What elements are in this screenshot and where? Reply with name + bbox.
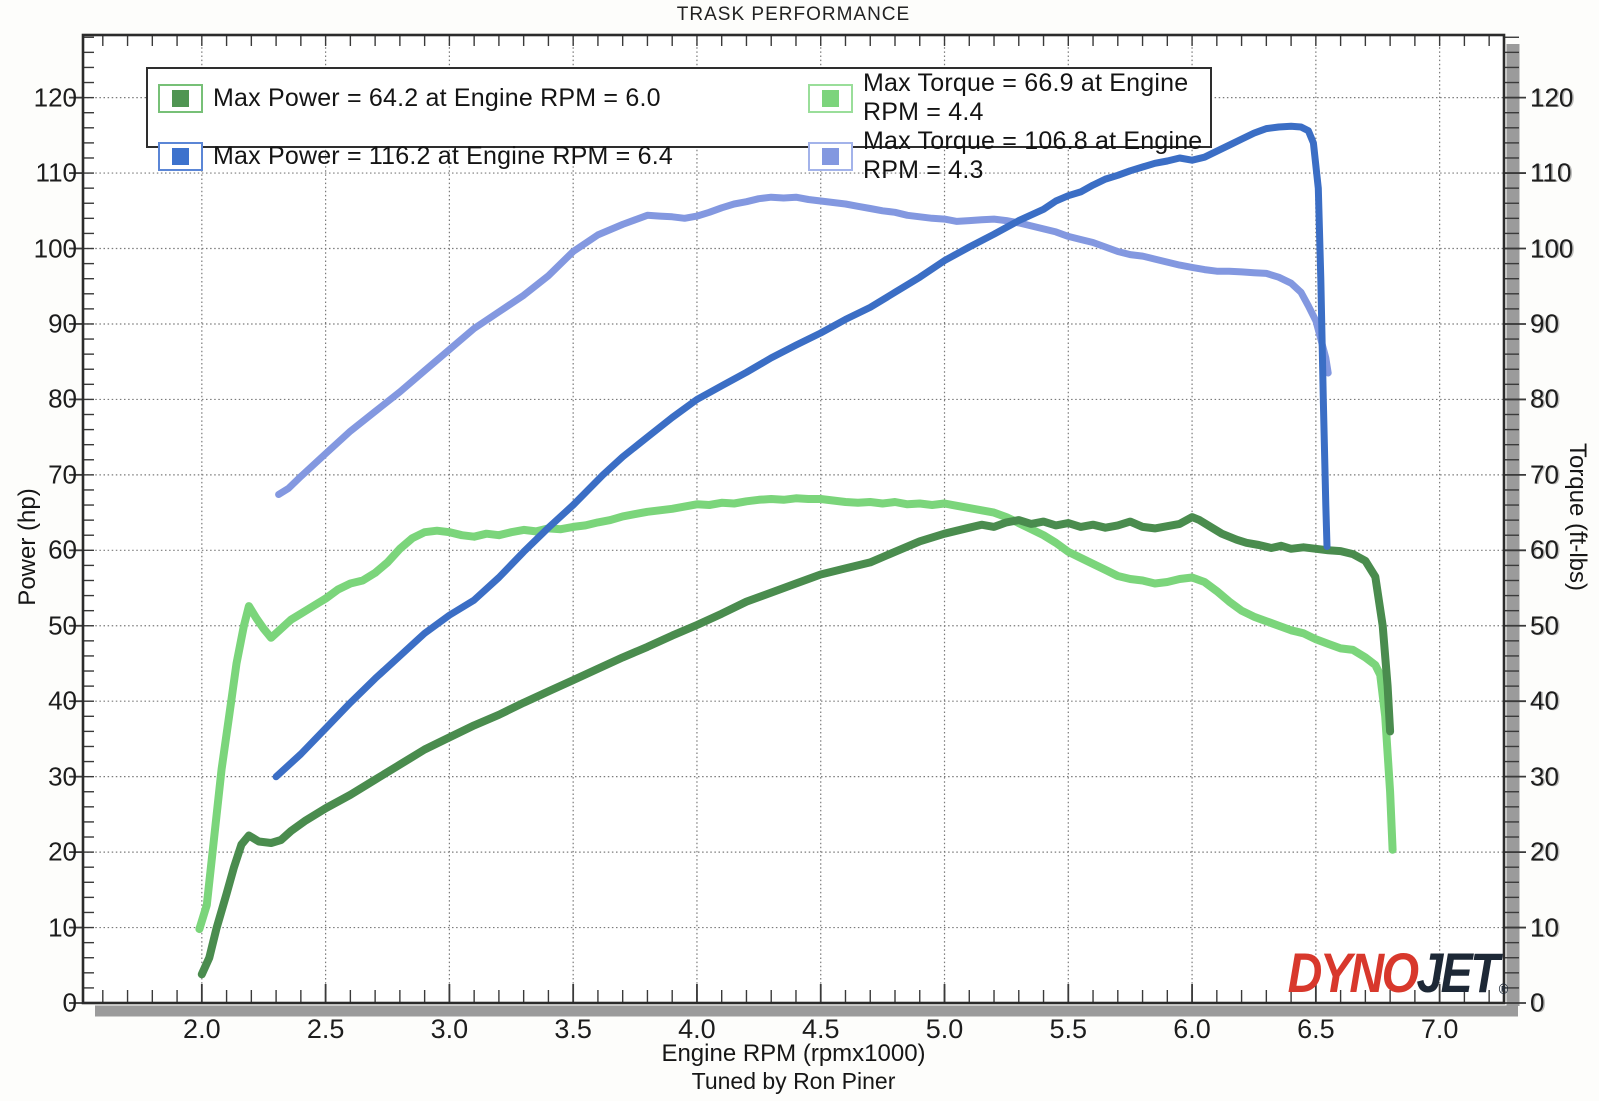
y-tick-label-right: 50 [1530, 610, 1559, 641]
x-tick-label: 4.0 [678, 1014, 716, 1044]
y-tick-label-left: 20 [48, 836, 77, 867]
dynojet-logo: DYNOJET ® [1288, 941, 1509, 1004]
tuned-by-text: Tuned by Ron Piner [691, 1068, 896, 1094]
y-tick-label-left: 50 [48, 610, 77, 641]
y-tick-label-left: 30 [48, 761, 77, 792]
y-tick-label-right: 20 [1530, 836, 1559, 867]
y-tick-label-right: 30 [1530, 761, 1559, 792]
y-tick-label-left: 0 [62, 987, 77, 1018]
dynojet-logo-dyno: DYNO [1288, 941, 1419, 1004]
legend-swatch-fill [822, 147, 839, 165]
legend-item-power-trask: Max Power = 116.2 at Engine RPM = 6.4 [158, 127, 808, 185]
legend-swatch-power-trask-icon [158, 141, 203, 171]
y-tick-label-right: 110 [1530, 157, 1572, 188]
y-tick-label-right: 80 [1530, 383, 1559, 414]
x-tick-label: 7.0 [1420, 1014, 1459, 1044]
legend-swatch-fill [822, 89, 839, 107]
legend-swatch-fill [172, 89, 189, 107]
legend-swatch-torque-trask-icon [808, 141, 853, 171]
x-tick-label: 6.0 [1173, 1014, 1211, 1044]
y-tick-label-left: 70 [48, 459, 77, 490]
y-tick-label-left: 120 [33, 82, 77, 113]
legend-item-torque-stock: Max Torque = 66.9 at Engine RPM = 4.4 [808, 69, 1210, 127]
y-tick-label-right: 70 [1530, 459, 1559, 490]
curve-torque-trask [275, 193, 1332, 498]
x-tick-label: 3.0 [430, 1014, 469, 1044]
y-tick-label-left: 110 [35, 157, 77, 188]
y-tick-label-left: 80 [48, 383, 77, 414]
plot-frame [81, 33, 1506, 1005]
y-tick-label-left: 10 [48, 912, 77, 943]
x-tick-label: 2.5 [306, 1014, 345, 1044]
x-tick-label: 3.5 [554, 1014, 592, 1044]
curve-power-stock [197, 513, 1395, 979]
x-tick-label: 4.5 [801, 1014, 840, 1044]
legend-item-torque-trask: Max Torque = 106.8 at Engine RPM = 4.3 [808, 127, 1210, 185]
registered-trademark-icon: ® [1499, 981, 1509, 998]
y-tick-label-left: 100 [33, 233, 77, 264]
legend-label: Max Power = 64.2 at Engine RPM = 6.0 [213, 83, 661, 112]
y-axis-label-power: Power (hp) [14, 488, 41, 606]
legend-swatch-torque-stock-icon [808, 83, 853, 113]
y-axis-label-torque: Torque (ft-lbs) [1564, 442, 1591, 592]
y-tick-label-left: 40 [48, 685, 77, 716]
axis-shadow-right [1506, 44, 1520, 1006]
y-tick-label-right: 60 [1530, 534, 1559, 565]
legend-swatch-power-stock-icon [158, 83, 203, 113]
x-tick-label: 6.5 [1297, 1014, 1335, 1044]
y-tick-label-right: 120 [1530, 82, 1574, 113]
axis-shadow-bottom [95, 1005, 1518, 1017]
y-tick-label-right: 40 [1530, 685, 1559, 716]
y-tick-label-right: 90 [1530, 308, 1559, 339]
dynojet-logo-jet: JET [1416, 941, 1500, 1004]
legend-label: Max Torque = 66.9 at Engine RPM = 4.4 [863, 69, 1189, 126]
y-tick-label-right: 100 [1530, 233, 1574, 264]
y-tick-label-left: 90 [48, 308, 77, 339]
x-tick-label: 5.5 [1049, 1014, 1088, 1044]
legend-label: Max Power = 116.2 at Engine RPM = 6.4 [213, 141, 673, 170]
legend-label: Max Torque = 106.8 at Engine RPM = 4.3 [863, 127, 1203, 184]
curve-power-trask [272, 122, 1331, 781]
y-tick-label-right: 10 [1530, 912, 1559, 943]
legend-swatch-fill [172, 147, 189, 165]
curve-torque-stock [195, 494, 1397, 934]
y-tick-label-right: 0 [1530, 987, 1545, 1018]
x-tick-label: 2.0 [183, 1014, 221, 1044]
legend: Max Power = 64.2 at Engine RPM = 6.0 Max … [146, 67, 1212, 184]
legend-item-power-stock: Max Power = 64.2 at Engine RPM = 6.0 [158, 69, 808, 127]
x-axis-label: Engine RPM (rpmx1000) [661, 1040, 926, 1067]
x-tick-label: 5.0 [925, 1014, 964, 1044]
chart-title: TRASK PERFORMANCE [676, 4, 911, 25]
y-tick-label-left: 60 [48, 534, 77, 565]
